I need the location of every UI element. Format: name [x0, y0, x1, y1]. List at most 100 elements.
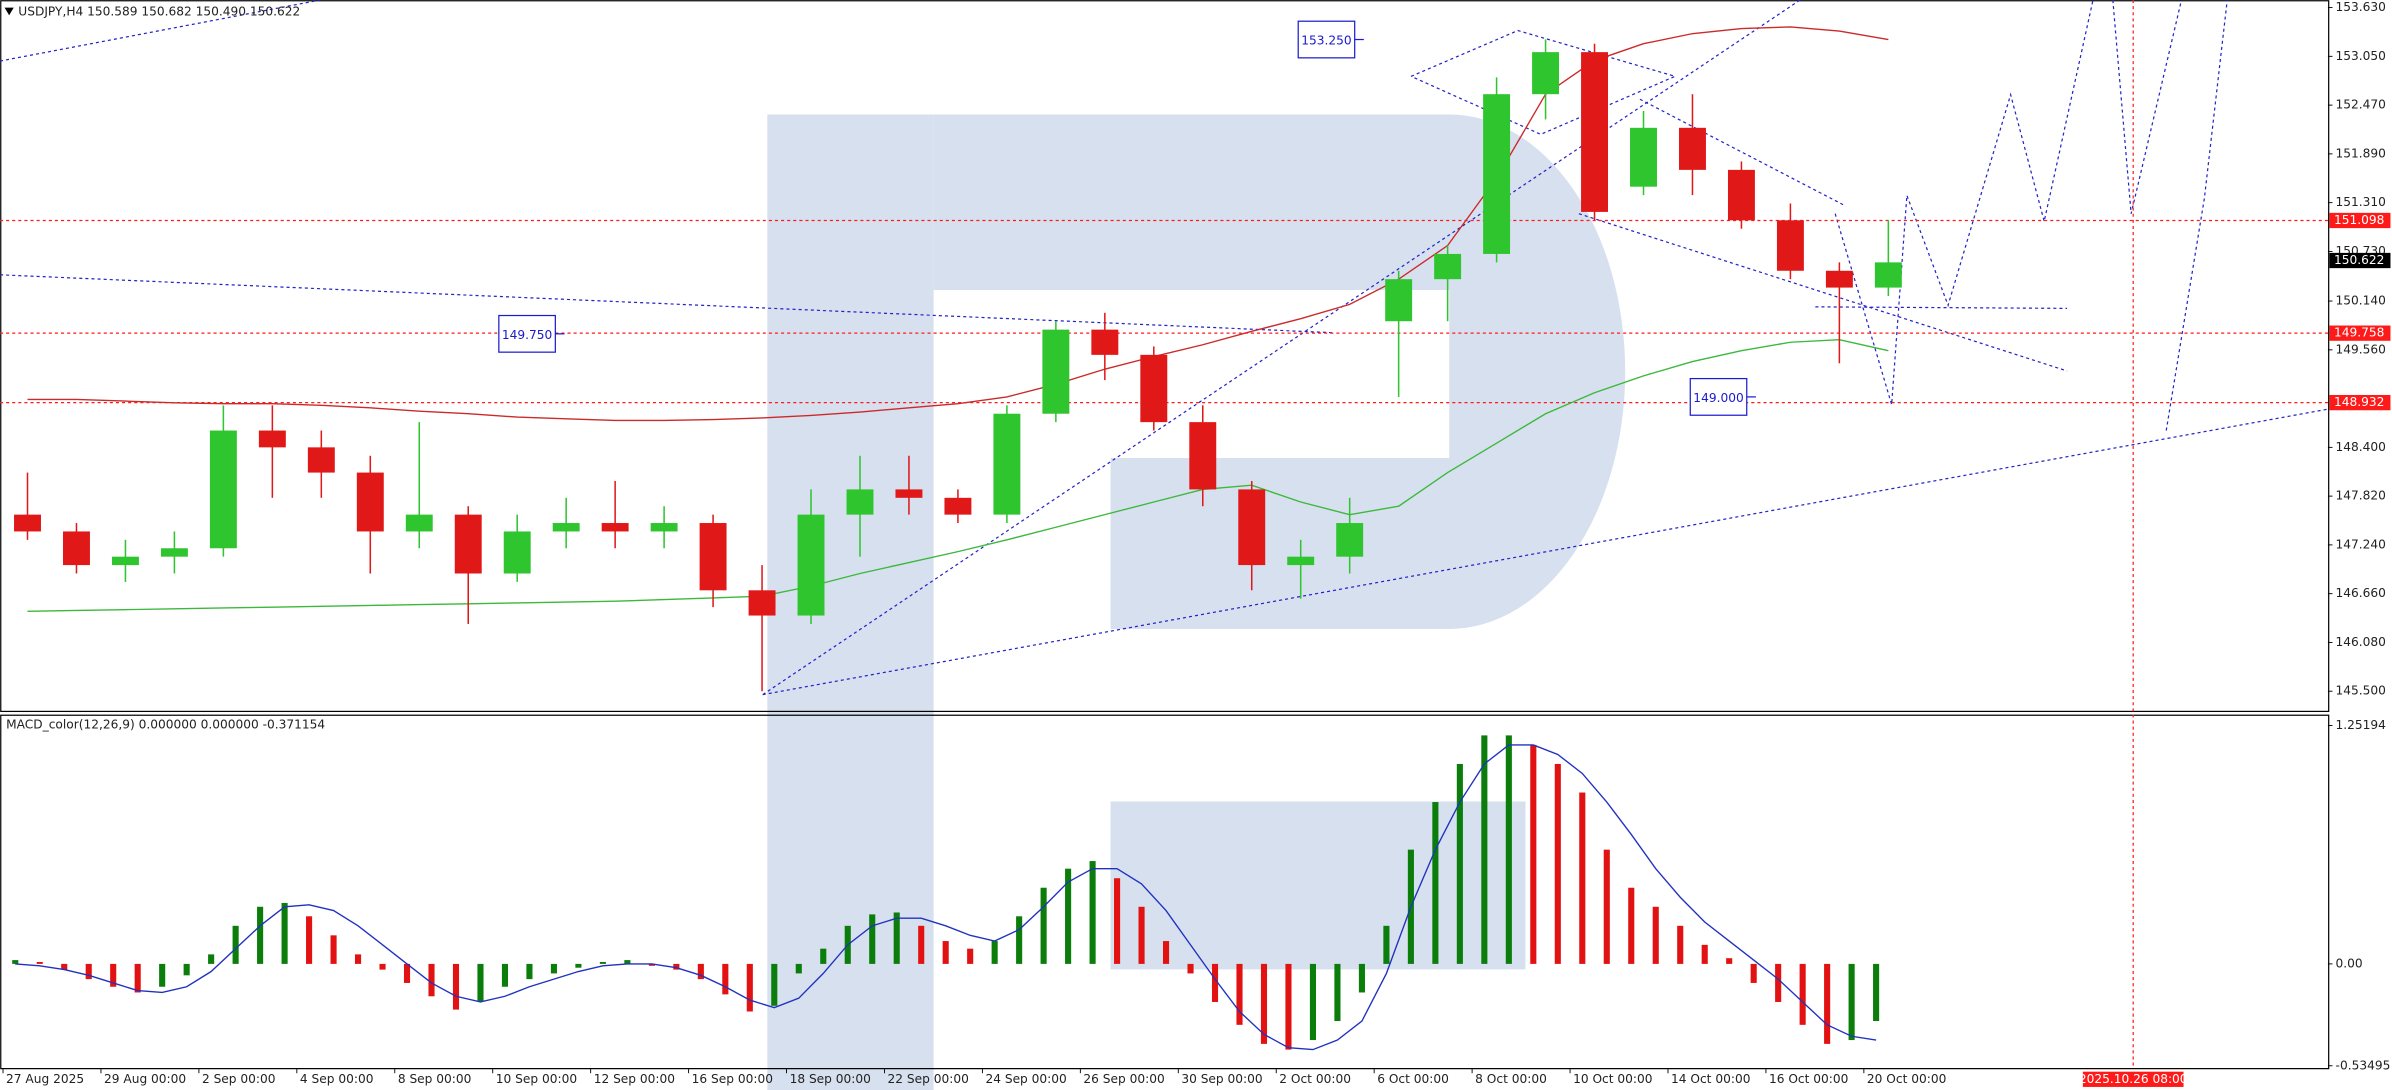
- x-tick-label: 14 Oct 00:00: [1671, 1072, 1750, 1086]
- x-tick-label: 2 Sep 00:00: [202, 1072, 276, 1086]
- x-tick-label: 24 Sep 00:00: [985, 1072, 1066, 1086]
- macd-frame: [0, 714, 2330, 1070]
- y-tick-label: 152.470: [2336, 98, 2386, 112]
- candle-body: [1189, 422, 1217, 490]
- histogram-bar: [1456, 763, 1463, 964]
- histogram-bar: [1138, 906, 1145, 964]
- x-tick-label: 4 Sep 00:00: [300, 1072, 374, 1086]
- annotation-box: [498, 314, 556, 353]
- histogram-bar: [1505, 735, 1512, 964]
- price-tag-label: 149.758: [2334, 326, 2384, 340]
- candle-body: [503, 531, 531, 574]
- candle-body: [748, 590, 776, 616]
- price-tag: [2329, 394, 2391, 411]
- menu-arrow: [4, 7, 14, 16]
- y-tick-label: 148.400: [2336, 440, 2386, 454]
- x-tick-label: 29 Aug 00:00: [104, 1072, 186, 1086]
- y-tick-label: 149.560: [2336, 342, 2386, 356]
- y-tick-label: 147.240: [2336, 537, 2386, 551]
- histogram-bar: [599, 961, 606, 964]
- histogram-bar: [1726, 958, 1733, 964]
- histogram-bar: [61, 963, 68, 970]
- x-tick-label: 27 Aug 2025: [6, 1072, 84, 1086]
- candle-body: [307, 447, 335, 473]
- candle-body: [1776, 220, 1804, 271]
- histogram-bar: [281, 902, 288, 964]
- y-tick-label: 151.310: [2336, 195, 2386, 209]
- histogram-bar: [575, 963, 582, 968]
- annotation-label: 149.000: [1693, 391, 1743, 405]
- signal-line: [15, 744, 1877, 1051]
- histogram-bar: [36, 961, 43, 964]
- histogram-bar: [1114, 878, 1121, 964]
- histogram-bar: [1016, 916, 1023, 964]
- histogram-bar: [624, 960, 631, 964]
- histogram-bar: [1432, 802, 1439, 964]
- histogram-bar: [893, 912, 900, 964]
- histogram-bar: [697, 963, 704, 980]
- histogram-bar: [159, 963, 166, 987]
- candle-body: [356, 472, 384, 532]
- indicator-title: MACD_color(12,26,9) 0.000000 0.000000 -0…: [6, 718, 325, 732]
- histogram-bar: [673, 963, 680, 970]
- candle-body: [699, 523, 727, 591]
- histogram-bar: [1383, 925, 1390, 964]
- y-tick-label: 151.890: [2336, 146, 2386, 160]
- histogram-bar: [452, 963, 460, 1010]
- histogram-bar: [918, 925, 925, 964]
- y-tick-label: 150.140: [2336, 294, 2386, 308]
- candle-body: [601, 523, 629, 532]
- x-tick-label: 18 Sep 00:00: [790, 1072, 871, 1086]
- histogram-bar: [134, 963, 141, 993]
- histogram-bar: [526, 963, 533, 980]
- histogram-bar: [1701, 944, 1708, 964]
- candle-body: [405, 514, 433, 532]
- candle-body: [1238, 489, 1266, 566]
- histogram-bar: [1260, 963, 1268, 1044]
- x-tick-label: 26 Sep 00:00: [1083, 1072, 1164, 1086]
- histogram-bar: [648, 963, 655, 966]
- price-tag: [2329, 212, 2391, 229]
- candle-body: [895, 489, 923, 498]
- histogram-bar: [1652, 906, 1659, 964]
- candle-body: [552, 523, 580, 532]
- histogram-bar: [1628, 887, 1635, 964]
- x-tick-label: 20 Oct 00:00: [1867, 1072, 1946, 1086]
- time-marker-tag: [2082, 1071, 2184, 1087]
- price-tag-label: 150.622: [2334, 253, 2384, 267]
- histogram-bar: [722, 963, 729, 995]
- moving-average: [27, 339, 1889, 613]
- x-tick-label: 16 Oct 00:00: [1769, 1072, 1848, 1086]
- histogram-bar: [967, 948, 974, 964]
- histogram-bar: [942, 941, 949, 964]
- x-tick-label: 8 Sep 00:00: [398, 1072, 472, 1086]
- moving-average: [27, 26, 1889, 422]
- histogram-bar: [1334, 963, 1341, 1022]
- candle-body: [1336, 523, 1364, 557]
- histogram-bar: [991, 941, 998, 964]
- candle-body: [1581, 52, 1608, 212]
- histogram-bar: [12, 960, 19, 964]
- x-tick-label: 2 Oct 00:00: [1279, 1072, 1351, 1086]
- candle-body: [846, 489, 874, 515]
- annotation-label: 149.750: [502, 328, 552, 342]
- histogram-bar: [1211, 963, 1219, 1002]
- price-tag-label: 151.098: [2334, 213, 2384, 227]
- histogram-bar: [1285, 963, 1292, 1050]
- histogram-bar: [1579, 792, 1586, 964]
- x-tick-label: 12 Sep 00:00: [594, 1072, 675, 1086]
- histogram-bar: [1750, 963, 1757, 983]
- annotation-box: [1297, 20, 1356, 59]
- x-tick-label: 10 Oct 00:00: [1573, 1072, 1652, 1086]
- histogram-bar: [1236, 963, 1243, 1025]
- candle-body: [1091, 329, 1119, 355]
- candle-body: [993, 413, 1021, 515]
- histogram-bar: [232, 925, 239, 964]
- histogram-bar: [501, 963, 509, 987]
- candle-body: [14, 514, 41, 532]
- histogram-bar: [1162, 941, 1170, 964]
- candle-body: [111, 556, 139, 566]
- trend-lines: [0, 0, 2329, 696]
- x-tick-label: 8 Oct 00:00: [1475, 1072, 1547, 1086]
